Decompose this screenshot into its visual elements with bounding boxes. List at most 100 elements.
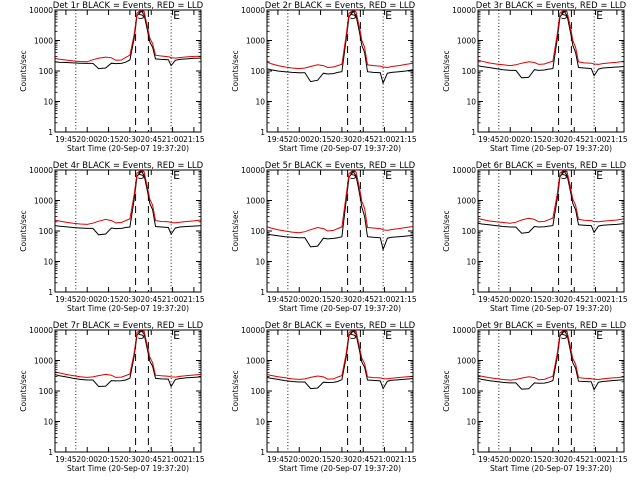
x-tick-label: 20:15 [310,135,332,144]
x-tick-label: 21:15 [606,135,628,144]
panel-title: Det 1r BLACK = Events, RED = LLD [53,1,204,11]
x-tick-label: 20:15 [98,135,120,144]
axes-frame [266,329,414,453]
x-tick-label: 20:30 [331,455,353,464]
events-series-line [478,10,624,79]
y-tick-label: 1 [48,128,53,137]
x-tick-label: 21:00 [162,455,184,464]
x-tick-label: 20:15 [98,455,120,464]
x-axis-label: Start Time (20-Sep-07 19:37:20) [490,464,612,473]
panel-title: Det 4r BLACK = Events, RED = LLD [53,161,204,171]
x-tick-label: 20:30 [119,295,141,304]
end-marker-label: E [385,329,392,342]
x-tick-label: 20:15 [310,455,332,464]
x-tick-label: 20:00 [499,455,521,464]
x-tick-label: 19:45 [267,135,289,144]
y-axis-label: Counts/sec [231,370,240,411]
y-tick-label: 1 [260,448,265,457]
y-tick-label: 10 [43,418,53,427]
y-tick-label: 100 [39,227,54,236]
x-tick-label: 19:45 [478,295,500,304]
y-tick-label: 10 [466,258,476,267]
x-tick-label: 21:15 [395,135,417,144]
x-tick-label: 20:30 [119,135,141,144]
y-tick-label: 100 [462,67,477,76]
x-tick-label: 21:15 [395,455,417,464]
x-axis-label: Start Time (20-Sep-07 19:37:20) [490,304,612,313]
events-series-line [478,170,624,234]
x-tick-label: 20:45 [352,135,374,144]
axes-frame [477,169,625,293]
y-tick-label: 10000 [241,166,265,175]
lld-series-line [267,330,413,380]
y-tick-label: 100 [39,387,54,396]
x-tick-label: 21:15 [183,295,205,304]
y-tick-label: 1 [471,448,476,457]
lld-series-line [55,170,201,225]
x-tick-label: 20:00 [288,295,310,304]
y-axis-label: Counts/sec [19,370,28,411]
panel-title: Det 8r BLACK = Events, RED = LLD [265,321,416,331]
y-tick-label: 1000 [457,197,476,206]
x-tick-label: 20:00 [288,135,310,144]
axes-frame [54,9,202,133]
y-axis-label: Counts/sec [19,50,28,91]
lld-series-line [55,10,201,63]
x-tick-label: 21:15 [183,455,205,464]
y-tick-label: 10000 [29,166,53,175]
y-tick-label: 10 [43,98,53,107]
start-marker-label: S [350,169,357,182]
start-marker-label: S [138,169,145,182]
x-tick-label: 21:00 [374,135,396,144]
y-tick-label: 1000 [457,357,476,366]
y-axis-label: Counts/sec [442,50,451,91]
y-tick-label: 1 [48,448,53,457]
x-tick-label: 19:45 [267,455,289,464]
events-series-line [267,170,413,252]
x-tick-label: 20:45 [563,135,585,144]
x-tick-label: 20:00 [76,135,98,144]
x-tick-label: 19:45 [55,455,77,464]
start-marker-label: S [138,329,145,342]
end-marker-label: E [596,169,603,182]
axes-frame [54,329,202,453]
y-tick-label: 1 [48,288,53,297]
x-tick-label: 21:15 [606,455,628,464]
y-axis-label: Counts/sec [442,370,451,411]
y-tick-label: 100 [462,227,477,236]
y-axis-label: Counts/sec [231,210,240,251]
x-tick-label: 21:00 [585,455,607,464]
x-tick-label: 20:30 [542,455,564,464]
end-marker-label: E [173,329,180,342]
x-tick-label: 20:00 [499,135,521,144]
x-axis-label: Start Time (20-Sep-07 19:37:20) [67,464,189,473]
lld-series-line [55,330,201,378]
y-tick-label: 100 [251,67,266,76]
events-series-line [55,170,201,236]
y-tick-label: 10000 [452,166,476,175]
x-tick-label: 20:15 [521,295,543,304]
panel-title: Det 2r BLACK = Events, RED = LLD [265,1,416,11]
x-tick-label: 20:30 [542,135,564,144]
x-tick-label: 21:00 [585,295,607,304]
y-tick-label: 10 [255,258,265,267]
start-marker-label: S [561,329,568,342]
panel-title: Det 5r BLACK = Events, RED = LLD [265,161,416,171]
y-axis-label: Counts/sec [442,210,451,251]
x-axis-label: Start Time (20-Sep-07 19:37:20) [279,304,401,313]
x-tick-label: 19:45 [55,295,77,304]
start-marker-label: S [350,9,357,22]
events-series-line [267,10,413,85]
x-tick-label: 19:45 [478,135,500,144]
x-tick-label: 20:45 [563,455,585,464]
x-tick-label: 20:00 [288,455,310,464]
axes-frame [477,9,625,133]
x-axis-label: Start Time (20-Sep-07 19:37:20) [490,144,612,153]
x-tick-label: 20:45 [352,295,374,304]
